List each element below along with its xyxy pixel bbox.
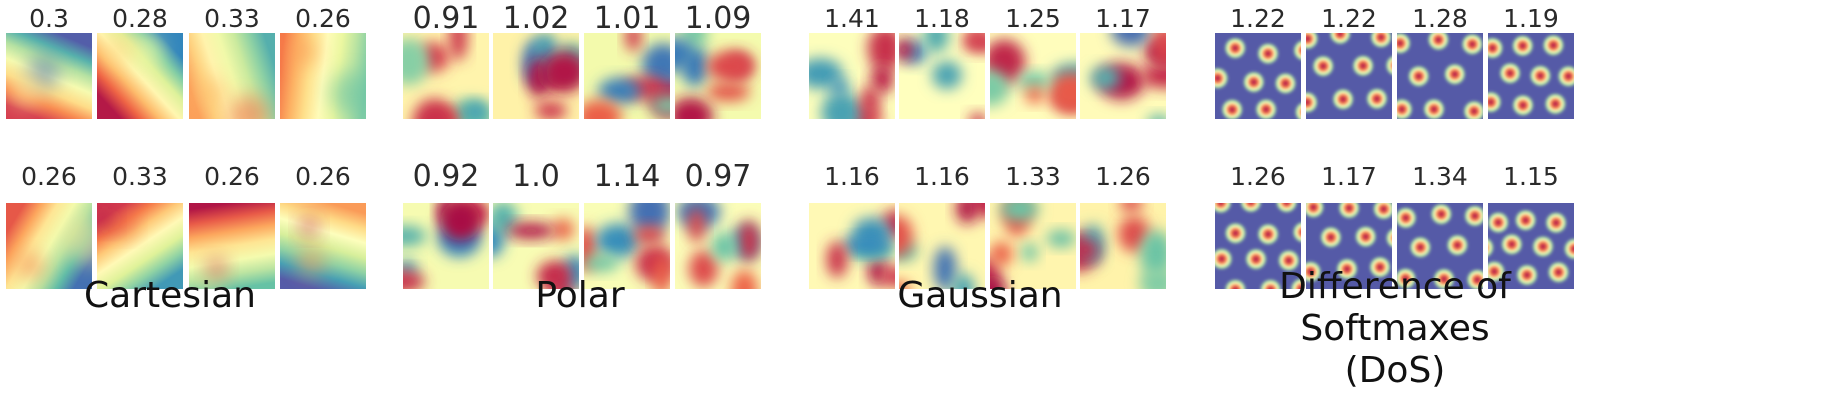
tile-score: 0.26	[204, 162, 260, 191]
tile-score: 1.33	[1005, 162, 1061, 191]
tile-score: 0.92	[412, 159, 480, 194]
panel-caption-line: Gaussian	[897, 275, 1063, 316]
heatmap-tile	[584, 203, 670, 289]
tile-score: 1.34	[1412, 162, 1468, 191]
tile-score: 1.41	[824, 4, 880, 33]
tile-score: 1.25	[1005, 4, 1061, 33]
heatmap-tile	[6, 203, 92, 289]
tile-score: 1.02	[502, 1, 570, 36]
tile-score: 1.17	[1321, 162, 1377, 191]
panel-caption: Polar	[500, 275, 660, 317]
heatmap-tile	[675, 203, 761, 289]
heatmap-tile	[990, 33, 1076, 119]
heatmap-tile	[403, 33, 489, 119]
tile-score: 1.14	[593, 159, 661, 194]
heatmap-tile	[493, 33, 579, 119]
tile-score: 0.26	[295, 162, 351, 191]
panel-caption-line: (DoS)	[1344, 350, 1446, 391]
tile-score: 1.17	[1095, 4, 1151, 33]
heatmap-tile	[809, 203, 895, 289]
heatmap-tile	[97, 203, 183, 289]
heatmap-tile	[189, 203, 275, 289]
heatmap-tile	[1080, 33, 1166, 119]
tile-score: 1.18	[914, 4, 970, 33]
tile-score: 1.22	[1321, 4, 1377, 33]
heatmap-tile	[675, 33, 761, 119]
tile-score: 1.19	[1503, 4, 1559, 33]
tile-score: 0.97	[684, 159, 752, 194]
tile-score: 1.0	[512, 159, 560, 194]
heatmap-tile	[1397, 203, 1483, 289]
heatmap-tile	[899, 203, 985, 289]
heatmap-tile	[1397, 33, 1483, 119]
heatmap-tile	[1306, 33, 1392, 119]
panel-caption-line: Polar	[535, 275, 625, 316]
tile-score: 1.26	[1230, 162, 1286, 191]
tile-score: 1.16	[914, 162, 970, 191]
panel-caption: Cartesian	[80, 275, 260, 317]
heatmap-tile	[1306, 203, 1392, 289]
heatmap-tile	[990, 203, 1076, 289]
heatmap-tile	[899, 33, 985, 119]
heatmap-tile	[280, 33, 366, 119]
heatmap-tile	[584, 33, 670, 119]
heatmap-tile	[1488, 33, 1574, 119]
panel-caption-line: Cartesian	[84, 275, 256, 316]
heatmap-tile	[493, 203, 579, 289]
heatmap-tile	[280, 203, 366, 289]
heatmap-tile	[189, 33, 275, 119]
tile-score: 0.26	[295, 4, 351, 33]
heatmap-tile	[1215, 203, 1301, 289]
heatmap-tile	[403, 203, 489, 289]
tile-score: 1.09	[684, 1, 752, 36]
tile-score: 1.15	[1503, 162, 1559, 191]
heatmap-tile	[1215, 33, 1301, 119]
heatmap-tile	[6, 33, 92, 119]
tile-score: 1.16	[824, 162, 880, 191]
tile-score: 0.3	[29, 4, 69, 33]
panel-caption-line: Difference of Softmaxes	[1279, 266, 1511, 349]
panel-caption: Gaussian	[880, 275, 1080, 317]
tile-score: 1.28	[1412, 4, 1468, 33]
tile-score: 0.26	[21, 162, 77, 191]
heatmap-tile	[809, 33, 895, 119]
heatmap-tile	[1080, 203, 1166, 289]
tile-score: 1.22	[1230, 4, 1286, 33]
tile-score: 0.91	[412, 1, 480, 36]
panel-caption: Difference of Softmaxes (DoS)	[1195, 266, 1595, 392]
heatmap-tile	[97, 33, 183, 119]
tile-score: 0.33	[204, 4, 260, 33]
tile-score: 0.33	[112, 162, 168, 191]
tile-score: 0.28	[112, 4, 168, 33]
heatmap-tile	[1488, 203, 1574, 289]
tile-score: 1.01	[593, 1, 661, 36]
tile-score: 1.26	[1095, 162, 1151, 191]
